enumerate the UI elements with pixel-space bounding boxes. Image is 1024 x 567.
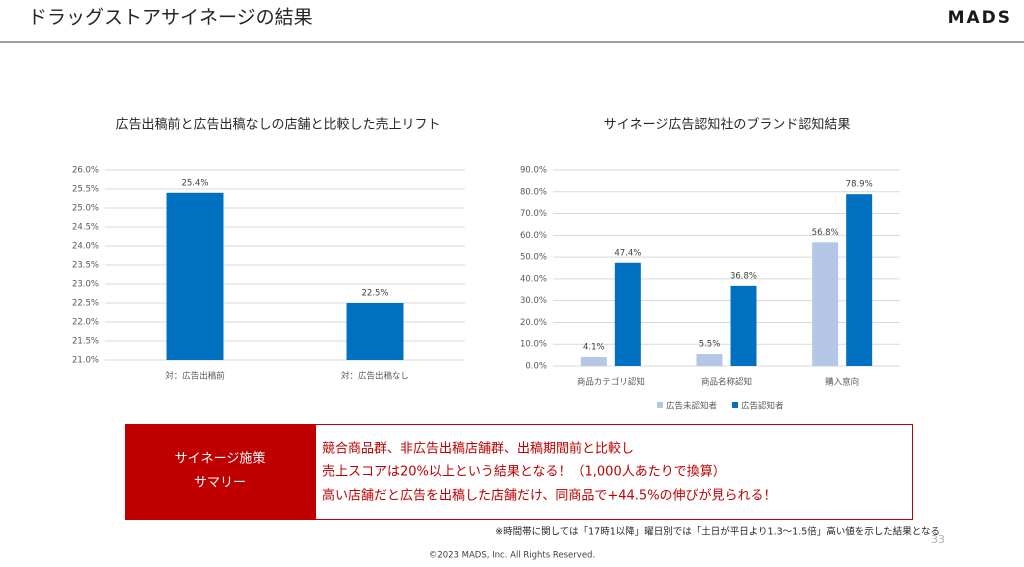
x-tick-label: 対：広告出稿なし [341, 371, 409, 382]
summary-line: 高い店舗だと広告を出稿した店舗だけ、同商品で+44.5%の伸びが見られる！ [322, 488, 777, 504]
data-label: 36.8% [730, 271, 757, 281]
x-tick-label: 商品カテゴリ認知 [577, 377, 645, 388]
y-tick-label: 40.0% [520, 274, 547, 284]
y-tick-label: 23.5% [72, 261, 99, 271]
slide-title: ドラッグストアサイネージの結果 [28, 7, 313, 29]
y-tick-label: 25.0% [72, 204, 99, 214]
y-tick-label: 24.0% [72, 242, 99, 252]
legend-swatch [657, 402, 663, 408]
summary-line: 売上スコアは20%以上という結果となる！（1,000人あたりで換算） [322, 464, 726, 480]
y-tick-label: 60.0% [520, 231, 547, 241]
y-tick-label: 21.5% [72, 337, 99, 347]
bar [730, 285, 757, 366]
y-tick-label: 0.0% [525, 362, 547, 372]
x-tick-label: 購入意向 [825, 377, 859, 388]
y-tick-label: 80.0% [520, 187, 547, 197]
y-tick-label: 22.0% [72, 318, 99, 328]
bar [166, 192, 224, 360]
data-label: 78.9% [846, 180, 873, 190]
y-tick-label: 22.5% [72, 299, 99, 309]
legend-label: 広告未認知者 [666, 401, 718, 412]
logo: MADS [948, 8, 1012, 28]
bar [614, 262, 641, 366]
summary-label: サマリー [194, 476, 246, 491]
y-tick-label: 21.0% [72, 356, 99, 366]
summary-label-box [125, 424, 316, 520]
data-label: 22.5% [361, 289, 388, 299]
x-tick-label: 対：広告出稿前 [165, 371, 225, 382]
bar [846, 194, 873, 366]
y-tick-label: 23.0% [72, 280, 99, 290]
y-tick-label: 24.5% [72, 223, 99, 233]
bar [580, 357, 607, 366]
bar [346, 303, 404, 360]
data-label: 25.4% [181, 178, 208, 188]
y-tick-label: 50.0% [520, 253, 547, 263]
bar [812, 242, 839, 366]
y-tick-label: 20.0% [520, 318, 547, 328]
summary-line: 競合商品群、非広告出稿店舗群、出稿期間前と比較し [322, 441, 634, 457]
data-label: 56.8% [812, 228, 839, 238]
data-label: 5.5% [699, 340, 721, 350]
chart-title: サイネージ広告認知社のブランド認知結果 [604, 117, 851, 133]
legend-swatch [732, 402, 738, 408]
y-tick-label: 25.5% [72, 185, 99, 195]
footnote: ※時間帯に関しては「17時1以降」曜日別では「土日が平日より1.3～1.5倍」高… [495, 526, 940, 538]
data-label: 47.4% [614, 248, 641, 258]
x-tick-label: 商品名称認知 [701, 377, 752, 388]
y-tick-label: 70.0% [520, 209, 547, 219]
y-tick-label: 30.0% [520, 296, 547, 306]
legend-label: 広告認知者 [741, 401, 784, 412]
copyright: ©2023 MADS, Inc. All Rights Reserved. [429, 551, 595, 561]
page-number: 33 [931, 533, 945, 546]
y-tick-label: 10.0% [520, 340, 547, 350]
bar [696, 354, 723, 366]
y-tick-label: 90.0% [520, 166, 547, 176]
data-label: 4.1% [583, 343, 605, 353]
summary-label: サイネージ施策 [175, 451, 266, 467]
y-tick-label: 26.0% [72, 166, 99, 176]
chart-title: 広告出稿前と広告出稿なしの店舗と比較した売上リフト [115, 117, 440, 133]
